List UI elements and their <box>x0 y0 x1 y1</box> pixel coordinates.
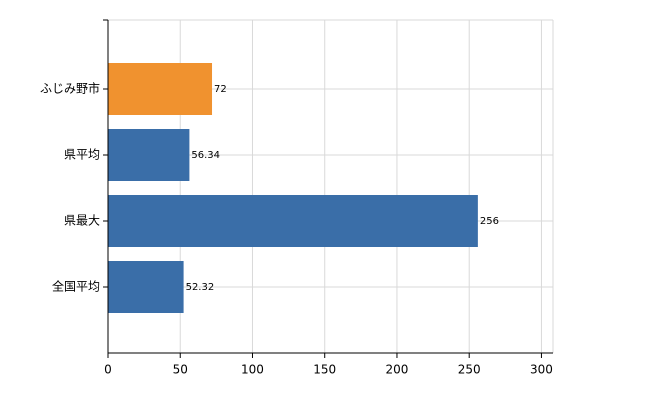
x-tick-label: 50 <box>173 363 188 377</box>
x-tick-label: 250 <box>458 363 481 377</box>
y-tick-label: ふじみ野市 <box>40 81 100 96</box>
value-label: 56.34 <box>191 150 220 161</box>
value-label: 52.32 <box>186 282 215 293</box>
bar <box>108 195 478 247</box>
x-tick-label: 0 <box>104 363 112 377</box>
y-tick-label: 全国平均 <box>52 279 100 294</box>
x-tick-label: 300 <box>530 363 553 377</box>
value-label: 256 <box>480 216 499 227</box>
bar <box>108 63 213 115</box>
value-label: 72 <box>214 84 227 95</box>
x-tick-label: 150 <box>313 363 336 377</box>
x-tick-label: 100 <box>241 363 264 377</box>
bar <box>108 129 190 181</box>
y-tick-label: 県平均 <box>64 148 100 162</box>
x-tick-label: 200 <box>386 363 409 377</box>
y-tick-label: 県最大 <box>64 214 100 228</box>
bar <box>108 261 184 313</box>
